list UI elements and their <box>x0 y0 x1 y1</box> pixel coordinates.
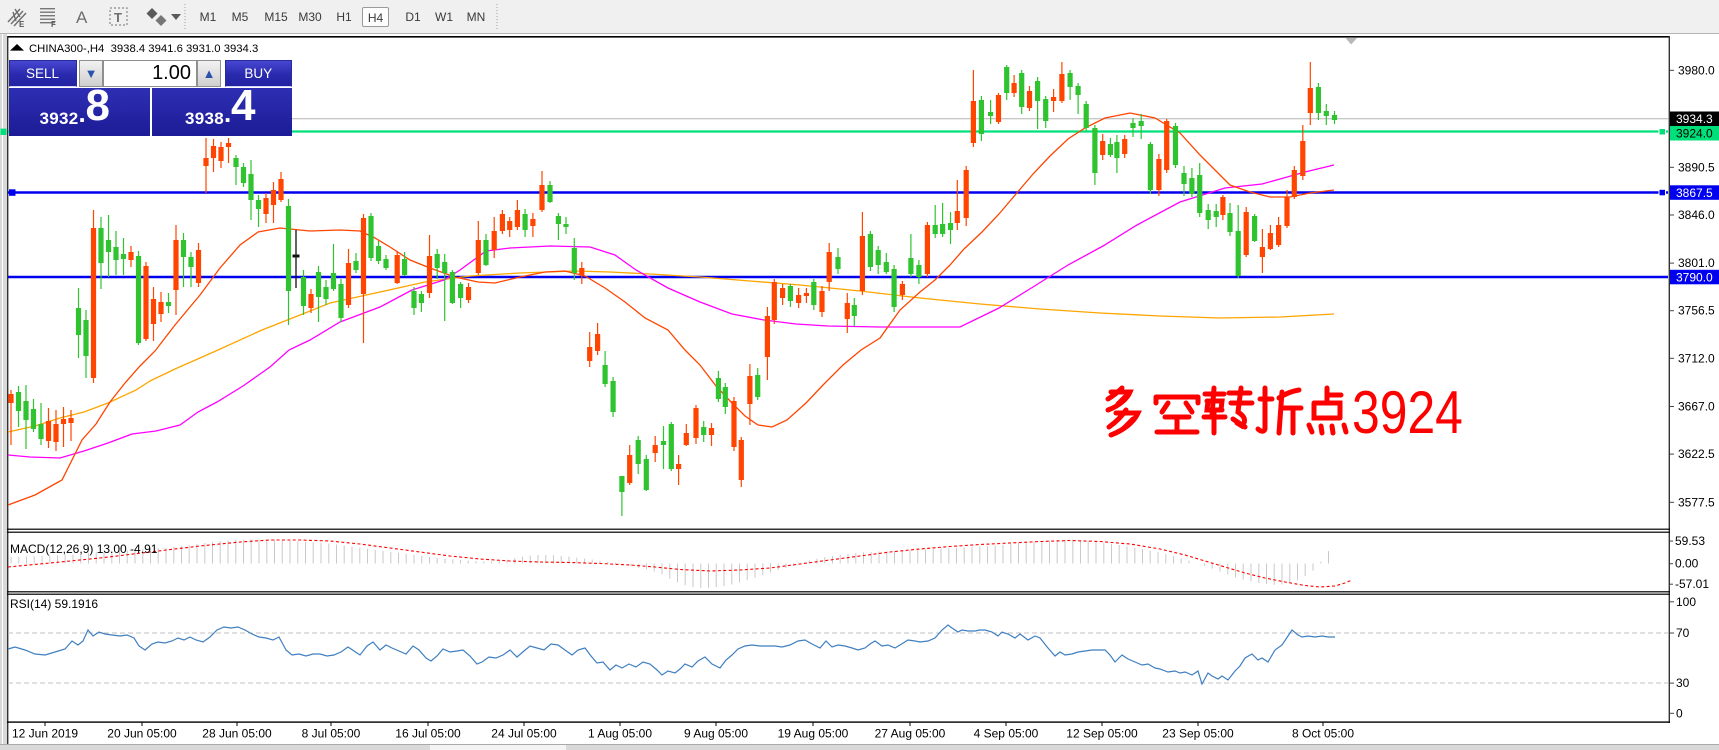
svg-text:30: 30 <box>1676 676 1690 690</box>
svg-text:3577.5: 3577.5 <box>1678 495 1715 509</box>
svg-text:F: F <box>51 20 56 29</box>
svg-text:CHINA300-,H4 3938.4 3941.6 39: CHINA300-,H4 3938.4 3941.6 3931.0 3934.3 <box>29 43 258 55</box>
svg-text:A: A <box>76 8 88 27</box>
svg-text:3890.5: 3890.5 <box>1678 160 1715 174</box>
svg-text:3756.5: 3756.5 <box>1678 304 1715 318</box>
svg-text:3846.0: 3846.0 <box>1678 208 1715 222</box>
svg-text:3667.0: 3667.0 <box>1678 400 1715 414</box>
svg-text:20 Jun 05:00: 20 Jun 05:00 <box>107 727 177 741</box>
svg-text:8 Jul 05:00: 8 Jul 05:00 <box>302 727 361 741</box>
svg-text:59.53: 59.53 <box>1675 534 1705 548</box>
svg-text:28 Jun 05:00: 28 Jun 05:00 <box>202 727 272 741</box>
svg-text:12 Jun 2019: 12 Jun 2019 <box>12 727 78 741</box>
svg-text:19 Aug 05:00: 19 Aug 05:00 <box>778 727 849 741</box>
svg-text:0.00: 0.00 <box>1675 557 1699 571</box>
svg-text:3980.0: 3980.0 <box>1678 63 1715 77</box>
svg-text:E: E <box>19 20 25 29</box>
svg-text:-57.01: -57.01 <box>1675 577 1709 591</box>
svg-text:27 Aug 05:00: 27 Aug 05:00 <box>875 727 946 741</box>
svg-text:12 Sep 05:00: 12 Sep 05:00 <box>1066 727 1138 741</box>
svg-text:3924: 3924 <box>1352 379 1463 446</box>
svg-text:0: 0 <box>1676 706 1683 720</box>
svg-text:3924.0: 3924.0 <box>1676 127 1713 141</box>
svg-text:3801.0: 3801.0 <box>1678 256 1715 270</box>
svg-text:T: T <box>114 10 122 25</box>
svg-text:4 Sep 05:00: 4 Sep 05:00 <box>974 727 1039 741</box>
svg-text:100: 100 <box>1676 595 1696 609</box>
svg-text:3934.3: 3934.3 <box>1676 112 1713 126</box>
svg-text:70: 70 <box>1676 626 1690 640</box>
svg-text:3867.5: 3867.5 <box>1676 186 1713 200</box>
svg-text:3712.0: 3712.0 <box>1678 351 1715 365</box>
svg-text:9 Aug 05:00: 9 Aug 05:00 <box>684 727 748 741</box>
svg-text:24 Jul 05:00: 24 Jul 05:00 <box>491 727 557 741</box>
svg-text:23 Sep 05:00: 23 Sep 05:00 <box>1162 727 1234 741</box>
svg-text:8 Oct 05:00: 8 Oct 05:00 <box>1292 727 1354 741</box>
svg-text:16 Jul 05:00: 16 Jul 05:00 <box>395 727 461 741</box>
svg-text:1 Aug 05:00: 1 Aug 05:00 <box>588 727 652 741</box>
svg-text:3622.5: 3622.5 <box>1678 447 1715 461</box>
svg-text:3790.0: 3790.0 <box>1676 270 1713 284</box>
